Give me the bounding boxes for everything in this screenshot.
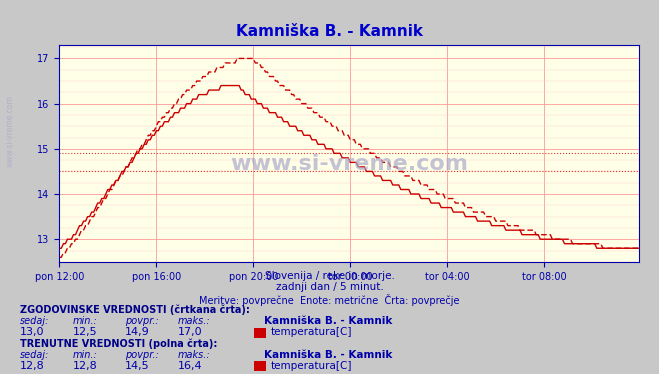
Text: temperatura[C]: temperatura[C] (270, 327, 352, 337)
Text: 12,8: 12,8 (72, 361, 98, 371)
Text: Slovenija / reke in morje.: Slovenija / reke in morje. (264, 271, 395, 281)
Text: maks.:: maks.: (178, 350, 211, 360)
Text: 14,5: 14,5 (125, 361, 150, 371)
Text: min.:: min.: (72, 350, 98, 360)
Text: sedaj:: sedaj: (20, 316, 49, 326)
Text: Kamniška B. - Kamnik: Kamniška B. - Kamnik (264, 316, 392, 326)
Text: Kamniška B. - Kamnik: Kamniška B. - Kamnik (264, 350, 392, 360)
Text: sedaj:: sedaj: (20, 350, 49, 360)
Text: www.si-vreme.com: www.si-vreme.com (5, 95, 14, 167)
Text: zadnji dan / 5 minut.: zadnji dan / 5 minut. (275, 282, 384, 292)
Text: 16,4: 16,4 (178, 361, 202, 371)
Text: 17,0: 17,0 (178, 327, 202, 337)
Text: 12,5: 12,5 (72, 327, 97, 337)
Text: povpr.:: povpr.: (125, 350, 159, 360)
Text: maks.:: maks.: (178, 316, 211, 326)
Text: 13,0: 13,0 (20, 327, 44, 337)
Text: ZGODOVINSKE VREDNOSTI (črtkana črta):: ZGODOVINSKE VREDNOSTI (črtkana črta): (20, 305, 250, 315)
Text: Kamniška B. - Kamnik: Kamniška B. - Kamnik (236, 24, 423, 39)
Text: Meritve: povprečne  Enote: metrične  Črta: povprečje: Meritve: povprečne Enote: metrične Črta:… (199, 294, 460, 306)
Text: 12,8: 12,8 (20, 361, 45, 371)
Text: 14,9: 14,9 (125, 327, 150, 337)
Text: min.:: min.: (72, 316, 98, 326)
Text: povpr.:: povpr.: (125, 316, 159, 326)
Text: temperatura[C]: temperatura[C] (270, 361, 352, 371)
Text: TRENUTNE VREDNOSTI (polna črta):: TRENUTNE VREDNOSTI (polna črta): (20, 338, 217, 349)
Text: www.si-vreme.com: www.si-vreme.com (230, 154, 469, 174)
